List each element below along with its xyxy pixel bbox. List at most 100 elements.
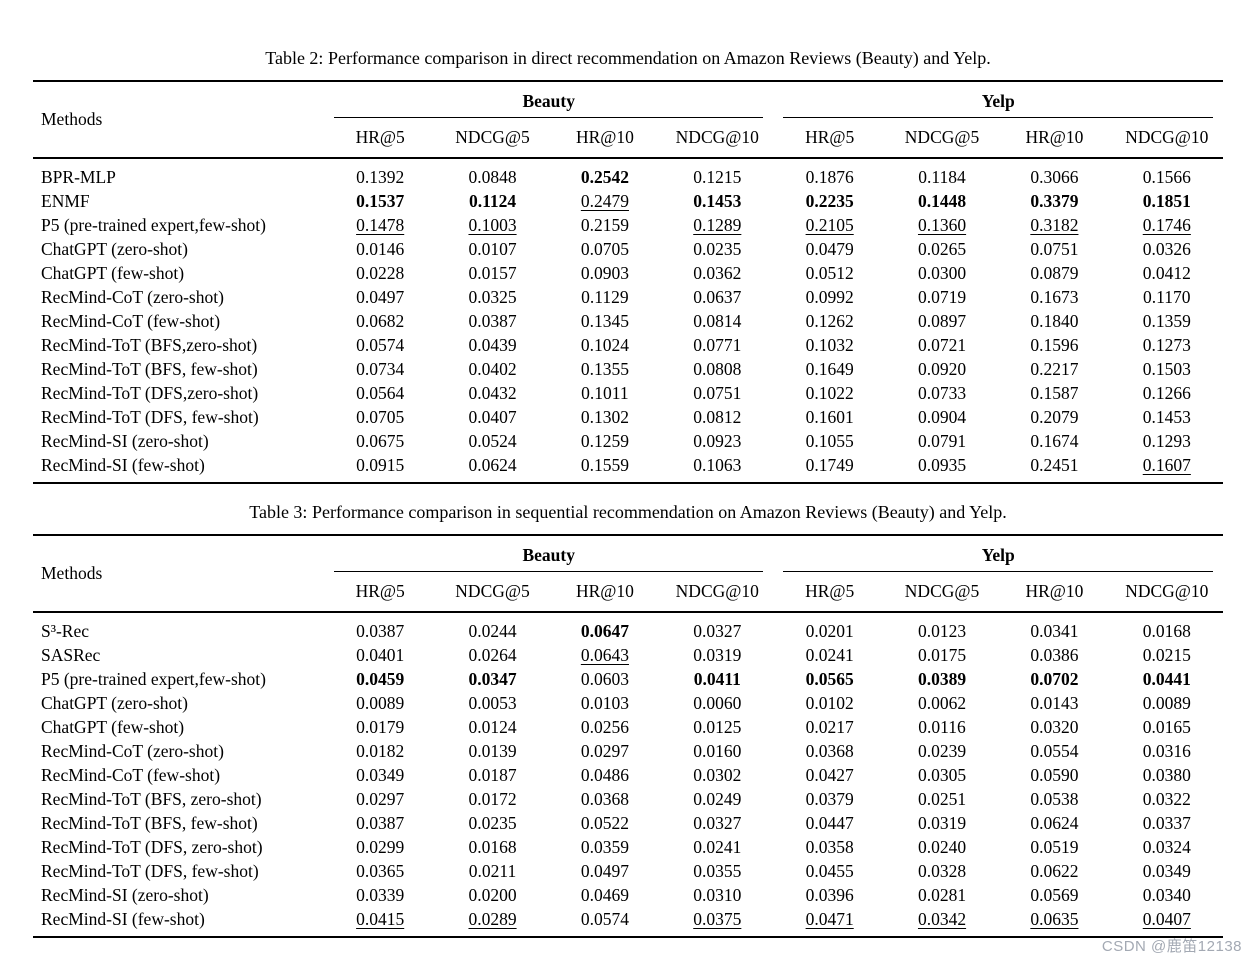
metric-value: 0.1293 bbox=[1142, 431, 1191, 451]
metric-value: 0.0244 bbox=[468, 621, 517, 641]
table-3-sequential-recommendation: Methods Beauty Yelp HR@5 NDCG@5 HR@10 ND… bbox=[33, 534, 1223, 938]
metric-cell: 0.0897 bbox=[886, 309, 998, 333]
metric-cell: 0.0187 bbox=[436, 763, 548, 787]
method-name: RecMind-ToT (BFS, few-shot) bbox=[41, 359, 258, 379]
metric-value: 0.3379 bbox=[1030, 191, 1079, 211]
metric-cell: 0.1289 bbox=[661, 213, 773, 237]
metric-cell: 0.0721 bbox=[886, 333, 998, 357]
table-row: ENMF 0.1537 0.1124 0.2479 0.1453 0.2235 0.1448… bbox=[33, 189, 1223, 213]
method-name: BPR-MLP bbox=[41, 167, 116, 187]
metric-cell: 0.1003 bbox=[436, 213, 548, 237]
metric-value: 0.2105 bbox=[805, 215, 854, 235]
metric-value: 0.0123 bbox=[917, 621, 967, 641]
metric-cell: 0.0124 bbox=[436, 715, 548, 739]
metric-value: 0.0389 bbox=[917, 669, 967, 689]
metric-cell: 0.0808 bbox=[661, 357, 773, 381]
metric-value: 0.0139 bbox=[468, 741, 517, 761]
method-name: RecMind-ToT (DFS,zero-shot) bbox=[41, 383, 259, 403]
metric-cell: 0.0574 bbox=[549, 907, 661, 937]
metric-cell: 0.0355 bbox=[661, 859, 773, 883]
metric-value: 0.0339 bbox=[356, 885, 405, 905]
method-name: ENMF bbox=[41, 191, 90, 211]
metric-cell: 0.0512 bbox=[773, 261, 885, 285]
method-name: S³-Rec bbox=[41, 621, 90, 641]
metric-value: 0.0624 bbox=[468, 455, 517, 475]
table-row: RecMind-ToT (DFS, few-shot) 0.0705 0.0407 0… bbox=[33, 405, 1223, 429]
metric-cell: 0.0281 bbox=[886, 883, 998, 907]
group-label-yelp: Yelp bbox=[981, 91, 1015, 111]
metric-value: 0.0624 bbox=[1030, 813, 1079, 833]
metric-cell: 0.3379 bbox=[998, 189, 1110, 213]
metric-value: 0.0814 bbox=[693, 311, 742, 331]
method-name: RecMind-SI (zero-shot) bbox=[41, 431, 209, 451]
metric-value: 0.0682 bbox=[356, 311, 405, 331]
metric-cell: 0.0116 bbox=[886, 715, 998, 739]
metric-cell: 0.0107 bbox=[436, 237, 548, 261]
metric-value: 0.0341 bbox=[1030, 621, 1079, 641]
metric-cell: 0.0060 bbox=[661, 691, 773, 715]
metric-value: 0.1359 bbox=[1142, 311, 1191, 331]
metric-value: 0.0379 bbox=[805, 789, 854, 809]
method-name: ChatGPT (zero-shot) bbox=[41, 239, 188, 259]
metric-cell: 0.0211 bbox=[436, 859, 548, 883]
csdn-watermark: CSDN @鹿笛12138 bbox=[1101, 938, 1242, 955]
metric-cell: 0.0368 bbox=[773, 739, 885, 763]
metric-cell: 0.0319 bbox=[886, 811, 998, 835]
metric-value: 0.0265 bbox=[917, 239, 967, 259]
metric-value: 0.0848 bbox=[468, 167, 517, 187]
metric-cell: 0.0522 bbox=[549, 811, 661, 835]
metric-value: 0.0358 bbox=[805, 837, 854, 857]
metric-value: 0.1345 bbox=[580, 311, 629, 331]
metric-cell: 0.0574 bbox=[324, 333, 436, 357]
metric-cell: 0.1024 bbox=[549, 333, 661, 357]
metric-cell: 0.1359 bbox=[1111, 309, 1223, 333]
metric-cell: 0.0228 bbox=[324, 261, 436, 285]
metric-value: 0.1673 bbox=[1030, 287, 1079, 307]
metric-cell: 0.1537 bbox=[324, 189, 436, 213]
metric-cell: 0.0920 bbox=[886, 357, 998, 381]
metric-cell: 0.0647 bbox=[549, 612, 661, 643]
metric-value: 0.1055 bbox=[805, 431, 854, 451]
methods-column-header: Methods bbox=[33, 81, 324, 159]
metric-cell: 0.0239 bbox=[886, 739, 998, 763]
metric-value: 0.0407 bbox=[468, 407, 517, 427]
metric-value: 0.0319 bbox=[917, 813, 967, 833]
metric-value: 0.0289 bbox=[468, 909, 517, 929]
metric-value: 0.0256 bbox=[580, 717, 629, 737]
metric-cell: 0.0903 bbox=[549, 261, 661, 285]
metric-value: 0.0923 bbox=[693, 431, 742, 451]
metric-value: 0.0146 bbox=[356, 239, 405, 259]
metric-cell: 0.0347 bbox=[436, 667, 548, 691]
method-name: RecMind-CoT (zero-shot) bbox=[41, 741, 224, 761]
metric-cell: 0.0387 bbox=[324, 612, 436, 643]
table-row: RecMind-CoT (zero-shot) 0.0182 0.0139 0.029… bbox=[33, 739, 1223, 763]
metric-cell: 0.2542 bbox=[549, 158, 661, 189]
metric-value: 0.1360 bbox=[917, 215, 967, 235]
metric-value: 0.0116 bbox=[918, 717, 966, 737]
metric-cell: 0.0401 bbox=[324, 643, 436, 667]
metric-cell: 0.0387 bbox=[324, 811, 436, 835]
metric-value: 0.0512 bbox=[805, 263, 854, 283]
metric-value: 0.0215 bbox=[1142, 645, 1191, 665]
metric-value: 0.0637 bbox=[693, 287, 742, 307]
metric-value: 0.1063 bbox=[693, 455, 742, 475]
metric-value: 0.0168 bbox=[468, 837, 517, 857]
group-header-row: Methods Beauty Yelp bbox=[33, 81, 1223, 159]
metric-value: 0.0705 bbox=[580, 239, 629, 259]
metric-cell: 0.0675 bbox=[324, 429, 436, 453]
metric-cell: 0.0139 bbox=[436, 739, 548, 763]
beauty-ndcg10-header: NDCG@10 bbox=[661, 118, 774, 159]
beauty-hr5-header: HR@5 bbox=[323, 572, 437, 613]
metric-value: 0.0182 bbox=[356, 741, 405, 761]
metric-cell: 0.1063 bbox=[661, 453, 773, 483]
metric-cell: 0.1478 bbox=[324, 213, 436, 237]
metric-cell: 0.2105 bbox=[773, 213, 885, 237]
metric-cell: 0.1649 bbox=[773, 357, 885, 381]
metric-value: 0.0387 bbox=[468, 311, 517, 331]
metric-cell: 0.1266 bbox=[1111, 381, 1223, 405]
metric-cell: 0.0053 bbox=[436, 691, 548, 715]
metric-value: 0.1273 bbox=[1142, 335, 1191, 355]
yelp-hr10-header: HR@10 bbox=[998, 118, 1111, 159]
metric-value: 0.1746 bbox=[1142, 215, 1191, 235]
metric-cell: 0.0337 bbox=[1111, 811, 1223, 835]
